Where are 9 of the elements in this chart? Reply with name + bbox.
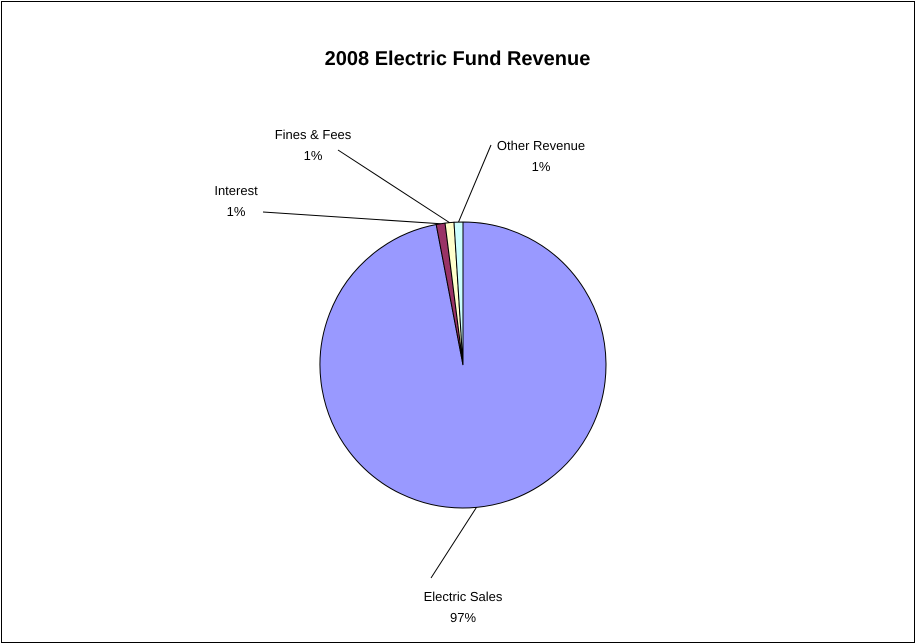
data-label: 1% [226,204,246,219]
slice-label: Fines & Fees [274,127,352,142]
data-label: 1% [532,159,551,174]
chart-title: 2008 Electric Fund Revenue [324,48,590,70]
data-label: 1% [304,148,323,163]
slice-label: Interest [214,183,258,198]
slice-label: Other Revenue [496,138,586,153]
data-label: 97% [450,610,476,625]
slice-label: Electric Sales [424,589,503,604]
